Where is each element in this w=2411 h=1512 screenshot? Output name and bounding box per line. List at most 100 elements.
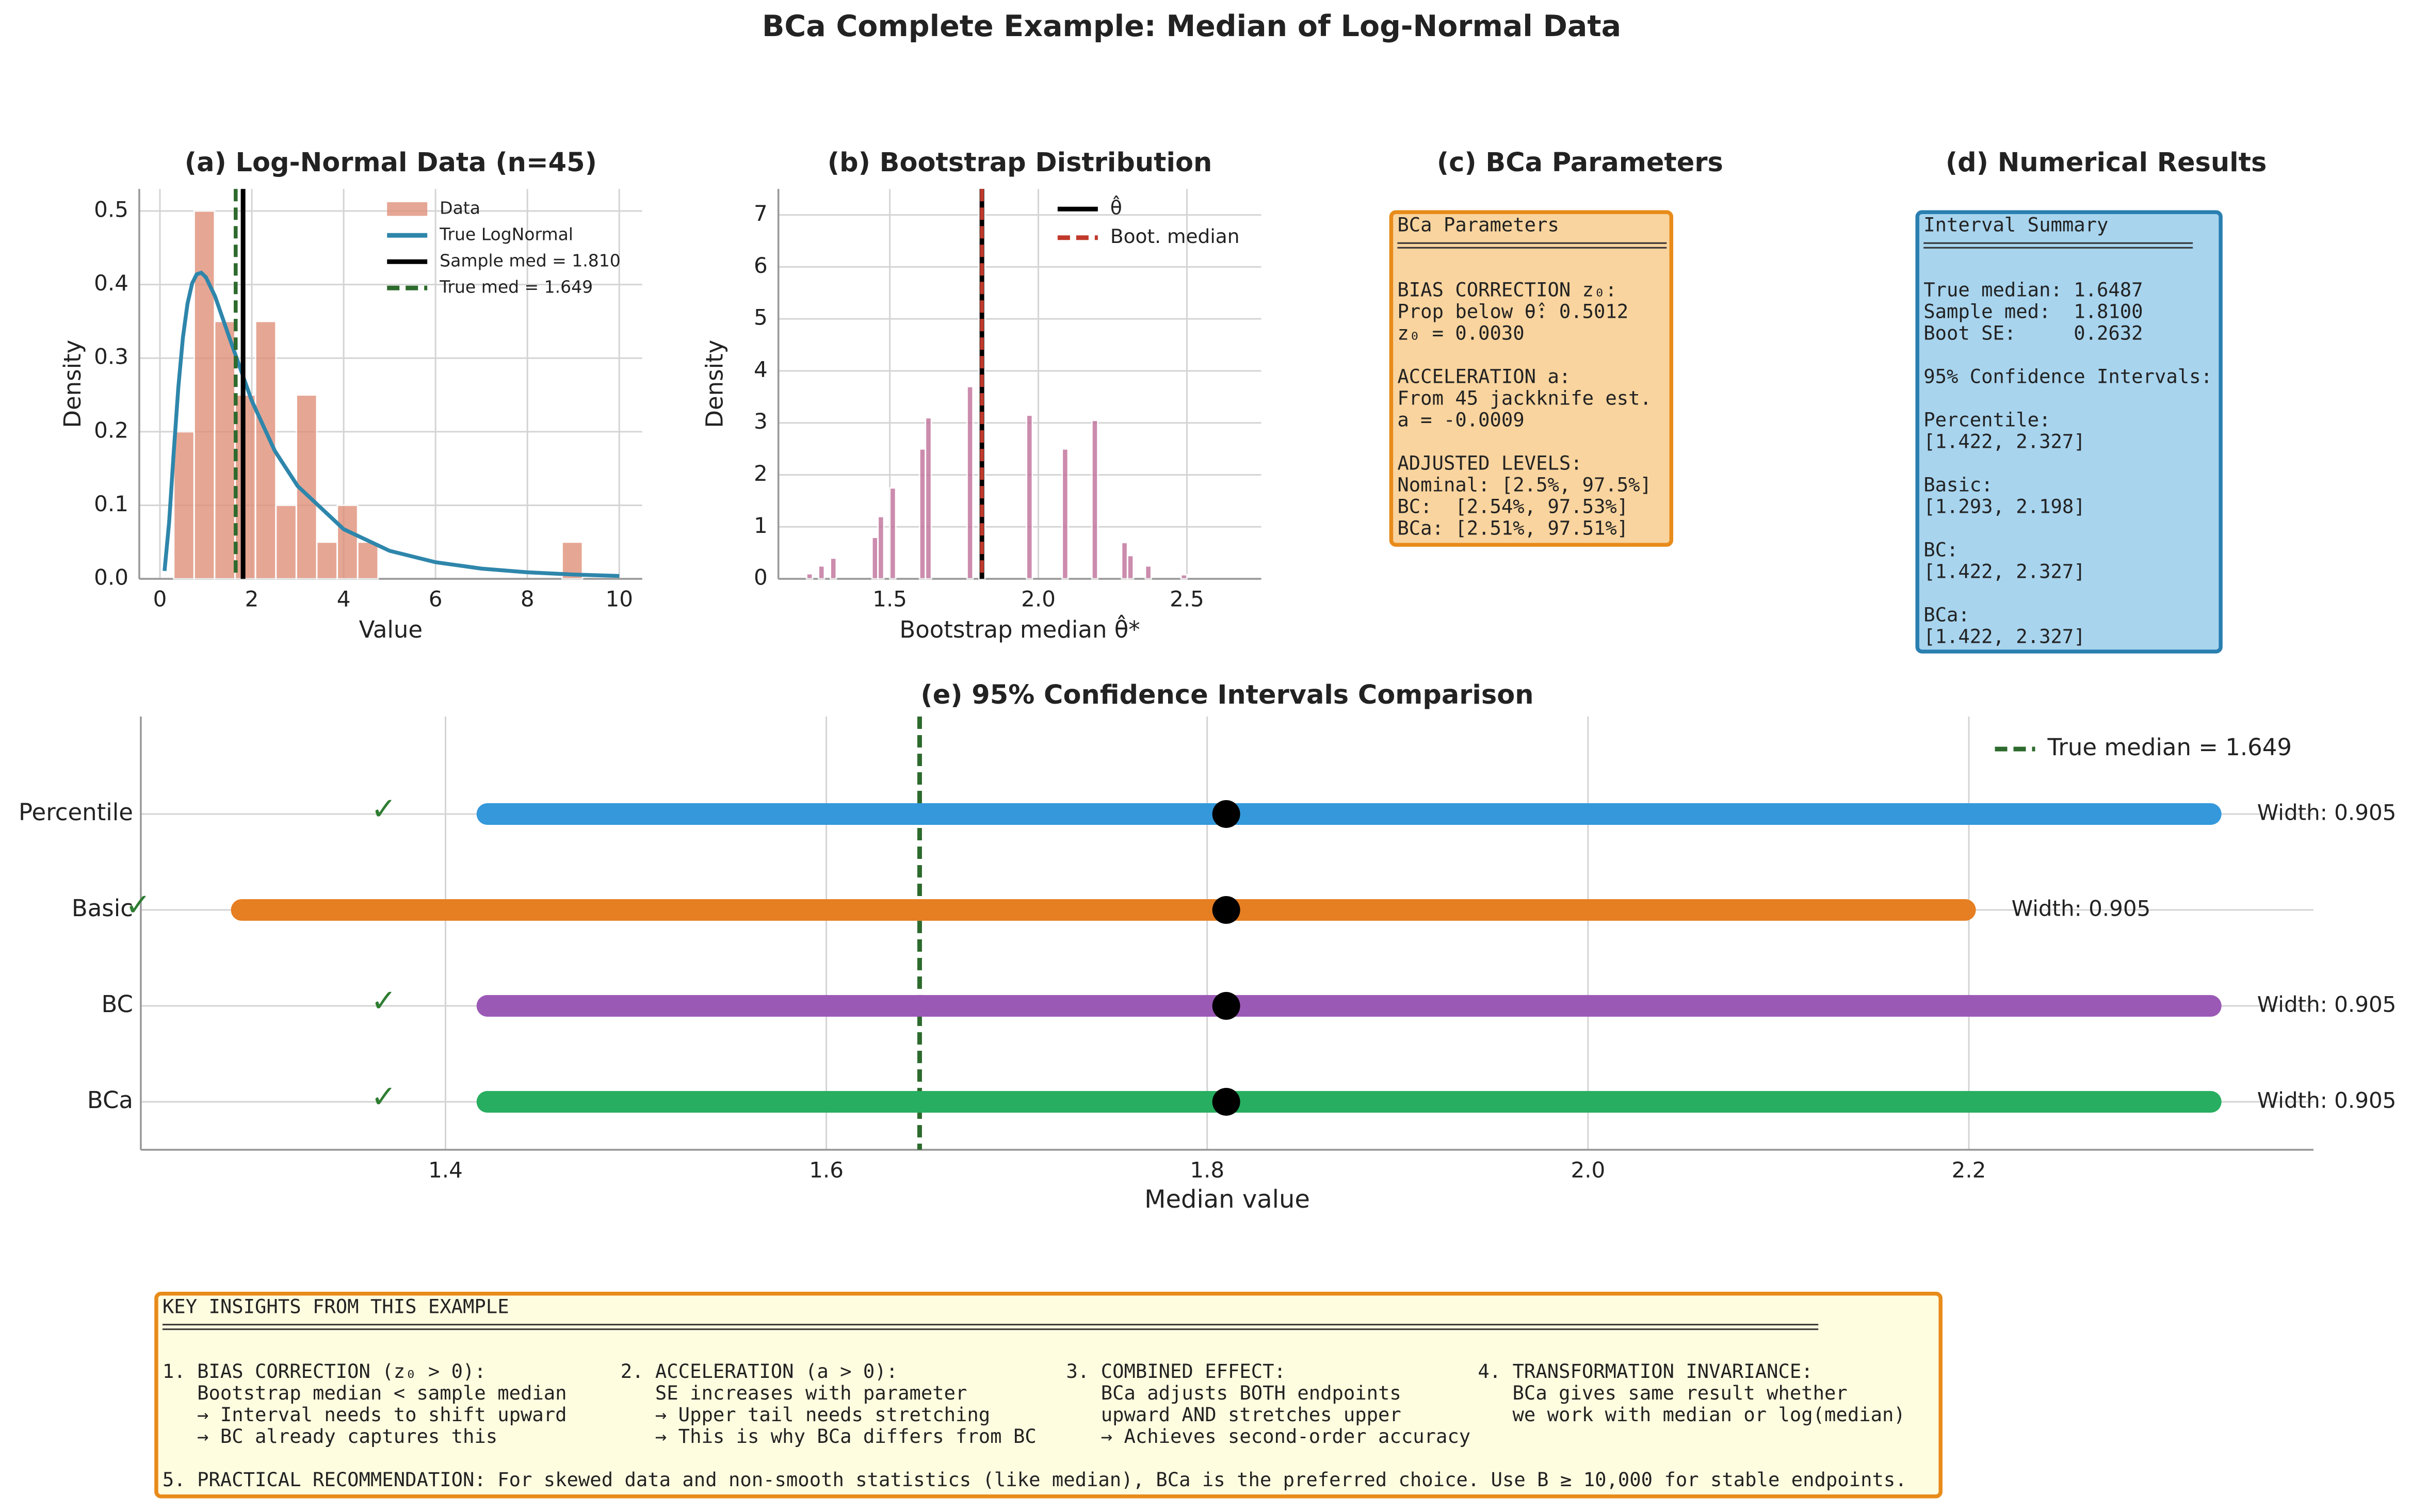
y-tick-label: 3 <box>754 409 768 434</box>
panel-line: Boot SE: 0.2632 <box>1923 322 2143 345</box>
y-axis-label: Density <box>59 340 86 428</box>
x-tick-label: 8 <box>521 587 535 612</box>
density-curve <box>163 270 620 578</box>
coverage-check: ✓ <box>125 887 151 923</box>
x-axis-label: Bootstrap median θ̂* <box>899 615 1140 643</box>
x-tick-label: 10 <box>606 587 633 612</box>
panel-line: BCa: <box>1923 604 1970 626</box>
panel-line: [1.422, 2.327] <box>1923 430 2085 453</box>
insights-line: → This is why BCa differs from BC <box>621 1425 1037 1448</box>
point-estimate <box>1212 1087 1240 1116</box>
panel-line: Sample med: 1.8100 <box>1923 300 2143 323</box>
bar <box>1126 555 1135 580</box>
width-label: Width: 0.905 <box>2257 991 2397 1017</box>
bar <box>173 431 195 580</box>
insights-line: 2. ACCELERATION (a > 0): <box>621 1360 898 1383</box>
bar <box>1091 419 1099 580</box>
x-axis-label: Median value <box>1144 1185 1310 1214</box>
panel-heading: Interval Summary <box>1923 214 2108 236</box>
y-tick-label: BCa <box>87 1086 133 1114</box>
legend-label: True LogNormal <box>439 224 573 245</box>
x-tick-label: 1.6 <box>809 1157 844 1182</box>
panel-line: Basic: <box>1923 474 1993 496</box>
coverage-check: ✓ <box>371 983 397 1019</box>
bar <box>193 210 216 580</box>
y-tick-label: 0 <box>754 565 768 590</box>
bar <box>877 515 885 580</box>
y-tick-label: Basic <box>72 895 133 922</box>
panel-line: [1.293, 2.198] <box>1923 495 2085 518</box>
legend-label: θ̂ <box>1110 196 1122 219</box>
x-tick-label: 4 <box>337 587 351 612</box>
y-tick-label: Percentile <box>19 799 133 826</box>
panel-title: (d) Numerical Results <box>1946 148 2267 178</box>
y-tick-label: 0.4 <box>94 270 128 296</box>
legend: θ̂ Boot. median <box>1057 196 1240 248</box>
insights-line: SE increases with parameter <box>621 1381 967 1404</box>
y-tick-label: 7 <box>754 201 768 226</box>
bar <box>871 536 879 580</box>
insights-line: 3. COMBINED EFFECT: <box>1066 1360 1286 1383</box>
insights-line: → Upper tail needs stretching <box>621 1403 990 1426</box>
panel-line: Nominal: [2.5%, 97.5%] <box>1397 474 1652 496</box>
insights-footer: 5. PRACTICAL RECOMMENDATION: For skewed … <box>163 1468 1907 1491</box>
chart-title: (b) Bootstrap Distribution <box>828 148 1212 178</box>
panel-line: Percentile: <box>1923 409 2050 431</box>
panel-heading: BCa Parameters <box>1397 214 1559 236</box>
bar <box>817 565 826 580</box>
panel-line: ADJUSTED LEVELS: <box>1397 452 1582 475</box>
x-tick-label: 1.4 <box>428 1157 463 1182</box>
panel-line: a = -0.0009 <box>1397 409 1524 431</box>
bar <box>1121 542 1128 580</box>
chart-title: (a) Log-Normal Data (n=45) <box>185 148 597 178</box>
bar <box>214 320 236 580</box>
panel-line: 95% Confidence Intervals: <box>1923 365 2212 388</box>
x-axis-label: Value <box>359 616 423 643</box>
y-tick-label: BC <box>101 990 133 1018</box>
bar <box>829 557 837 580</box>
legend-label: True median = 1.649 <box>2047 734 2292 761</box>
legend-label: Boot. median <box>1110 225 1240 248</box>
legend-swatch <box>387 202 428 216</box>
x-tick-label: 1.8 <box>1190 1157 1224 1182</box>
y-tick-label: 0.1 <box>94 491 128 516</box>
coverage-check: ✓ <box>371 1079 397 1115</box>
width-label: Width: 0.905 <box>2012 896 2151 921</box>
panel-line: z₀ = 0.0030 <box>1397 322 1524 345</box>
y-tick-label: 6 <box>754 253 768 278</box>
insights-line: BCa adjusts BOTH endpoints <box>1066 1381 1401 1404</box>
panel-title: (c) BCa Parameters <box>1437 148 1723 178</box>
legend: Data True LogNormal Sample med = 1.810 True… <box>387 198 621 297</box>
insights-line: 4. TRANSFORMATION INVARIANCE: <box>1478 1360 1813 1383</box>
insights-box <box>154 1292 1943 1499</box>
legend: True median = 1.649 <box>1995 734 2292 761</box>
y-tick-label: 2 <box>754 461 768 486</box>
legend-label: True med = 1.649 <box>439 277 593 297</box>
x-tick-label: 2.0 <box>1571 1157 1605 1182</box>
x-tick-label: 2.0 <box>1021 587 1056 612</box>
bar <box>918 448 927 580</box>
legend-label: Data <box>440 198 480 218</box>
panel-line: BC: [2.54%, 97.53%] <box>1397 495 1628 518</box>
x-tick-label: 2 <box>245 587 259 612</box>
insights-line: we work with median or log(median) <box>1478 1403 1905 1426</box>
point-estimate <box>1212 800 1240 828</box>
y-tick-label: 0.0 <box>94 565 128 590</box>
insights-line: Bootstrap median < sample median <box>163 1381 567 1404</box>
bar <box>316 541 338 580</box>
panel-line: ACCELERATION a: <box>1397 365 1571 388</box>
point-estimate <box>1212 896 1240 924</box>
y-tick-label: 1 <box>754 513 768 538</box>
y-tick-label: 0.3 <box>94 344 128 369</box>
bar <box>275 504 297 580</box>
x-tick-label: 2.2 <box>1952 1157 1986 1182</box>
panel-line: BIAS CORRECTION z₀: <box>1397 279 1616 301</box>
insights-line: upward AND stretches upper <box>1066 1403 1401 1426</box>
y-tick-label: 4 <box>754 356 768 382</box>
insights-line: → BC already captures this <box>163 1425 497 1448</box>
y-axis-label: Density <box>701 340 729 428</box>
width-label: Width: 0.905 <box>2257 1087 2397 1113</box>
bar <box>1144 565 1152 580</box>
panel-line: [1.422, 2.327] <box>1923 560 2085 583</box>
